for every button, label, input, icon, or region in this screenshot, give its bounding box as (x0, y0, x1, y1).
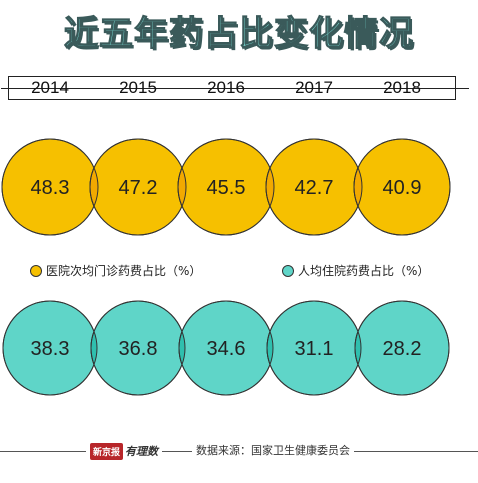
year-label: 2017 (295, 78, 333, 97)
inpatient-bubble-outline (354, 300, 450, 396)
legend-inpatient-swatch (282, 265, 294, 277)
brand-badge: 新京报 (90, 442, 124, 460)
chart-title: 近五年药占比变化情况 (63, 13, 414, 54)
outpatient-value-label: 48.3 (31, 177, 70, 199)
outpatient-bubble-outline (1, 138, 99, 236)
inpatient-value-label: 28.2 (383, 338, 422, 360)
year-label: 2014 (31, 78, 69, 97)
year-label: 2018 (383, 78, 421, 97)
legend-inpatient-label: 人均住院药费占比（%） (298, 264, 430, 278)
legend-outpatient-swatch (30, 265, 42, 277)
legend-outpatient-label: 医院次均门诊药费占比（%） (46, 264, 202, 278)
inpatient-bubble-outline (178, 300, 274, 396)
data-source: 数据来源：国家卫生健康委员会 (192, 442, 354, 460)
brand-logo: 新京报 有理数 (86, 442, 163, 460)
inpatient-value-label: 31.1 (295, 338, 334, 360)
outpatient-value-label: 40.9 (383, 177, 422, 199)
outpatient-bubble-outline (89, 138, 187, 236)
outpatient-bubble-outline (177, 138, 275, 236)
inpatient-bubble-outline (90, 300, 186, 396)
outpatient-value-label: 42.7 (295, 177, 334, 199)
brand-name: 有理数 (125, 445, 159, 458)
inpatient-bubble-outline (2, 300, 98, 396)
outpatient-value-label: 45.5 (207, 177, 246, 199)
year-axis-bar (1, 76, 469, 100)
outpatient-bubble-outline (265, 138, 363, 236)
legend-inpatient: 人均住院药费占比（%） (282, 262, 429, 280)
inpatient-value-label: 38.3 (31, 338, 70, 360)
outpatient-bubble-outline (353, 138, 451, 236)
year-label: 2015 (119, 78, 157, 97)
inpatient-value-label: 36.8 (119, 338, 158, 360)
year-label: 2016 (207, 78, 245, 97)
legend-outpatient: 医院次均门诊药费占比（%） (30, 262, 201, 280)
outpatient-value-label: 47.2 (119, 177, 158, 199)
inpatient-bubble-outline (266, 300, 362, 396)
inpatient-value-label: 34.6 (207, 338, 246, 360)
